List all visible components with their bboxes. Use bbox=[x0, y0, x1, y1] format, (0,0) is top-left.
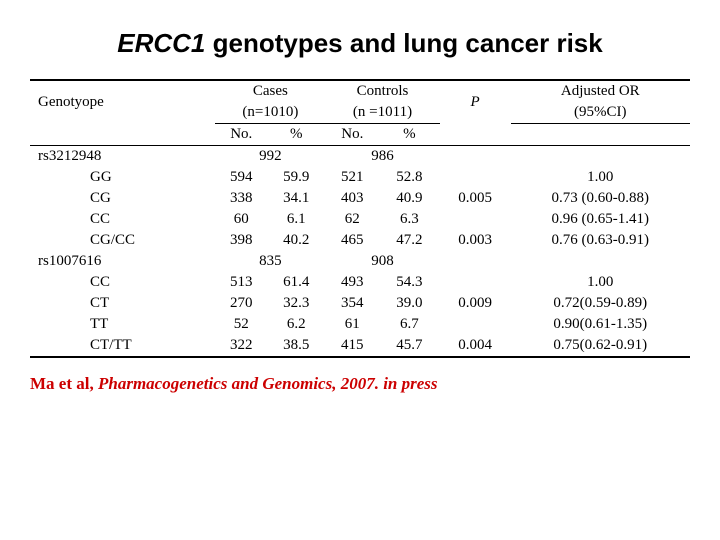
row-label: CT/TT bbox=[30, 335, 215, 357]
row-label: CG bbox=[30, 188, 215, 209]
col-controls: Controls bbox=[325, 80, 439, 102]
cell: 6.3 bbox=[379, 209, 439, 230]
title-italic: ERCC1 bbox=[117, 28, 205, 58]
cell: 6.2 bbox=[267, 314, 325, 335]
cell bbox=[440, 167, 511, 188]
cell: 40.9 bbox=[379, 188, 439, 209]
cite-journal: Pharmacogenetics and Genomics, 2007. in … bbox=[98, 374, 438, 393]
col-ci: (95%CI) bbox=[511, 102, 690, 124]
group-cases-total: 992 bbox=[215, 146, 325, 168]
row-label: CG/CC bbox=[30, 230, 215, 251]
cell: 32.3 bbox=[267, 293, 325, 314]
cell: 0.96 (0.65-1.41) bbox=[511, 209, 690, 230]
group-name: rs3212948 bbox=[30, 146, 215, 168]
group-controls-total: 908 bbox=[325, 251, 439, 272]
cell: 6.7 bbox=[379, 314, 439, 335]
row-label: GG bbox=[30, 167, 215, 188]
col-genotype: Genotyope bbox=[30, 80, 215, 124]
cell: 354 bbox=[325, 293, 379, 314]
cell: 1.00 bbox=[511, 167, 690, 188]
cell: 34.1 bbox=[267, 188, 325, 209]
cell: 47.2 bbox=[379, 230, 439, 251]
cell: 6.1 bbox=[267, 209, 325, 230]
col-cases-pct: % bbox=[267, 124, 325, 146]
cell: 594 bbox=[215, 167, 267, 188]
cell: 52.8 bbox=[379, 167, 439, 188]
cell: 59.9 bbox=[267, 167, 325, 188]
cell: 0.72(0.59-0.89) bbox=[511, 293, 690, 314]
col-cases-n: (n=1010) bbox=[215, 102, 325, 124]
cell: 0.003 bbox=[440, 230, 511, 251]
cell: 493 bbox=[325, 272, 379, 293]
group-header: rs1007616835908 bbox=[30, 251, 690, 272]
cell: 0.005 bbox=[440, 188, 511, 209]
group-cases-total: 835 bbox=[215, 251, 325, 272]
group-name: rs1007616 bbox=[30, 251, 215, 272]
cell: 60 bbox=[215, 209, 267, 230]
table-row: CT/TT32238.541545.70.0040.75(0.62-0.91) bbox=[30, 335, 690, 357]
cell bbox=[440, 314, 511, 335]
cell: 0.90(0.61-1.35) bbox=[511, 314, 690, 335]
cell bbox=[440, 272, 511, 293]
page-title: ERCC1 genotypes and lung cancer risk bbox=[30, 28, 690, 59]
row-label: CT bbox=[30, 293, 215, 314]
cell: 39.0 bbox=[379, 293, 439, 314]
cell: 45.7 bbox=[379, 335, 439, 357]
group-controls-total: 986 bbox=[325, 146, 439, 168]
cell: 62 bbox=[325, 209, 379, 230]
cell: 61.4 bbox=[267, 272, 325, 293]
title-rest: genotypes and lung cancer risk bbox=[205, 28, 602, 58]
table-row: CG/CC39840.246547.20.0030.76 (0.63-0.91) bbox=[30, 230, 690, 251]
col-adj-or: Adjusted OR bbox=[511, 80, 690, 102]
col-p: P bbox=[440, 80, 511, 124]
cell: 513 bbox=[215, 272, 267, 293]
row-label: CC bbox=[30, 272, 215, 293]
col-ctrl-pct: % bbox=[379, 124, 439, 146]
cell: 521 bbox=[325, 167, 379, 188]
cell bbox=[440, 209, 511, 230]
cell: 61 bbox=[325, 314, 379, 335]
table-row: CT27032.335439.00.0090.72(0.59-0.89) bbox=[30, 293, 690, 314]
citation: Ma et al, Pharmacogenetics and Genomics,… bbox=[30, 374, 690, 394]
cite-pre: Ma et al, bbox=[30, 374, 98, 393]
col-cases: Cases bbox=[215, 80, 325, 102]
cell: 415 bbox=[325, 335, 379, 357]
cell: 54.3 bbox=[379, 272, 439, 293]
cell: 398 bbox=[215, 230, 267, 251]
cell: 0.76 (0.63-0.91) bbox=[511, 230, 690, 251]
col-ctrl-no: No. bbox=[325, 124, 379, 146]
row-label: CC bbox=[30, 209, 215, 230]
table-row: TT526.2616.7 0.90(0.61-1.35) bbox=[30, 314, 690, 335]
col-controls-n: (n =1011) bbox=[325, 102, 439, 124]
cell: 52 bbox=[215, 314, 267, 335]
cell: 465 bbox=[325, 230, 379, 251]
group-header: rs3212948992986 bbox=[30, 146, 690, 168]
cell: 40.2 bbox=[267, 230, 325, 251]
genotype-table: Genotyope Cases Controls P Adjusted OR (… bbox=[30, 79, 690, 358]
cell: 338 bbox=[215, 188, 267, 209]
table-row: GG59459.952152.8 1.00 bbox=[30, 167, 690, 188]
col-cases-no: No. bbox=[215, 124, 267, 146]
cell: 0.009 bbox=[440, 293, 511, 314]
row-label: TT bbox=[30, 314, 215, 335]
cell: 322 bbox=[215, 335, 267, 357]
cell: 0.004 bbox=[440, 335, 511, 357]
cell: 0.75(0.62-0.91) bbox=[511, 335, 690, 357]
table-row: CG33834.140340.90.0050.73 (0.60-0.88) bbox=[30, 188, 690, 209]
cell: 38.5 bbox=[267, 335, 325, 357]
cell: 1.00 bbox=[511, 272, 690, 293]
table-row: CC51361.449354.3 1.00 bbox=[30, 272, 690, 293]
cell: 403 bbox=[325, 188, 379, 209]
cell: 270 bbox=[215, 293, 267, 314]
table-row: CC606.1626.3 0.96 (0.65-1.41) bbox=[30, 209, 690, 230]
cell: 0.73 (0.60-0.88) bbox=[511, 188, 690, 209]
